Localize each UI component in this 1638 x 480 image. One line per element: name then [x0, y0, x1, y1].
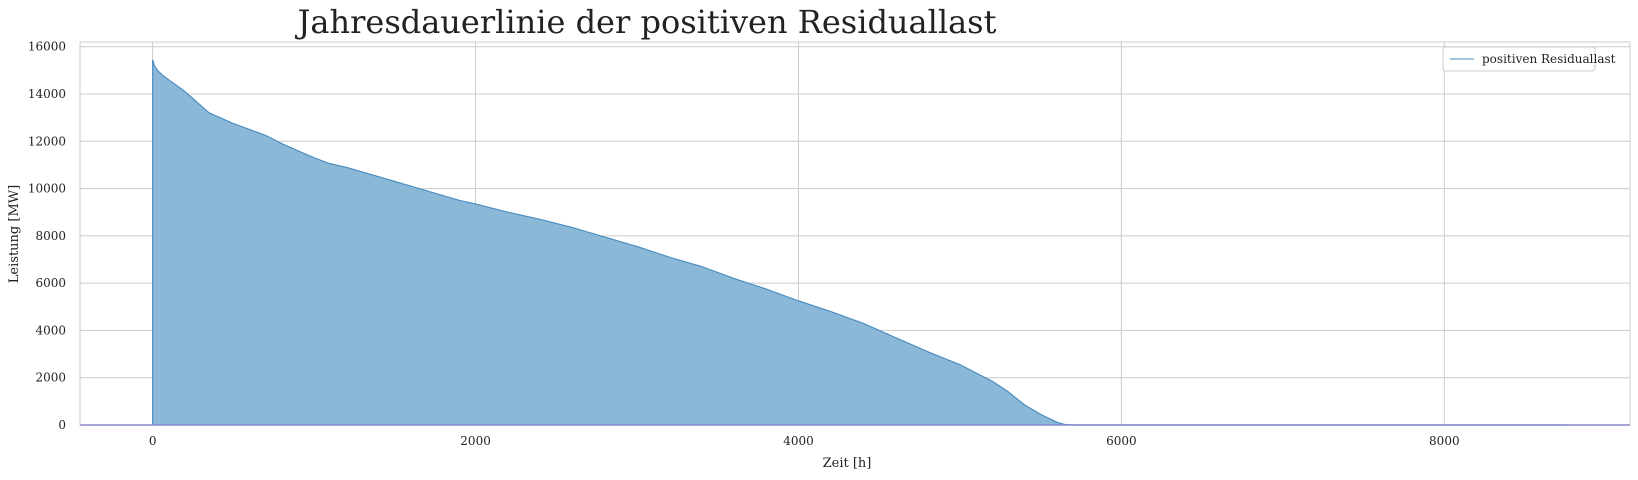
plot-area	[80, 59, 1630, 426]
y-tick-label: 16000	[28, 40, 66, 54]
y-tick-label: 10000	[28, 182, 66, 196]
y-tick-labels: 0 2000 4000 6000 8000 10000 12000 14000 16000	[28, 40, 66, 432]
x-tick-label: 6000	[1106, 434, 1137, 448]
series-line	[152, 59, 1568, 426]
x-axis-label: Zeit [h]	[823, 456, 872, 471]
x-tick-label: 8000	[1429, 434, 1460, 448]
y-tick-label: 0	[58, 418, 66, 432]
legend-box	[1442, 46, 1596, 72]
x-tick-label: 2000	[460, 434, 491, 448]
x-tick-label: 0	[149, 434, 157, 448]
y-tick-label: 4000	[35, 323, 66, 337]
chart-title: Jahresdauerlinie der positiven Residuall…	[295, 3, 997, 41]
series-area	[152, 59, 1568, 426]
legend: positiven Residuallast	[1442, 46, 1616, 72]
y-tick-label: 14000	[28, 87, 66, 101]
y-tick-label: 12000	[28, 134, 66, 148]
x-tick-label: 4000	[783, 434, 814, 448]
plot-frame	[79, 41, 1631, 426]
y-tick-label: 2000	[35, 371, 66, 385]
y-axis-label: Leistung [MW]	[7, 185, 22, 283]
y-tick-label: 8000	[35, 229, 66, 243]
legend-label: positiven Residuallast	[1482, 52, 1616, 66]
y-tick-label: 6000	[35, 276, 66, 290]
x-tick-labels: 0 2000 4000 6000 8000	[149, 434, 1460, 448]
